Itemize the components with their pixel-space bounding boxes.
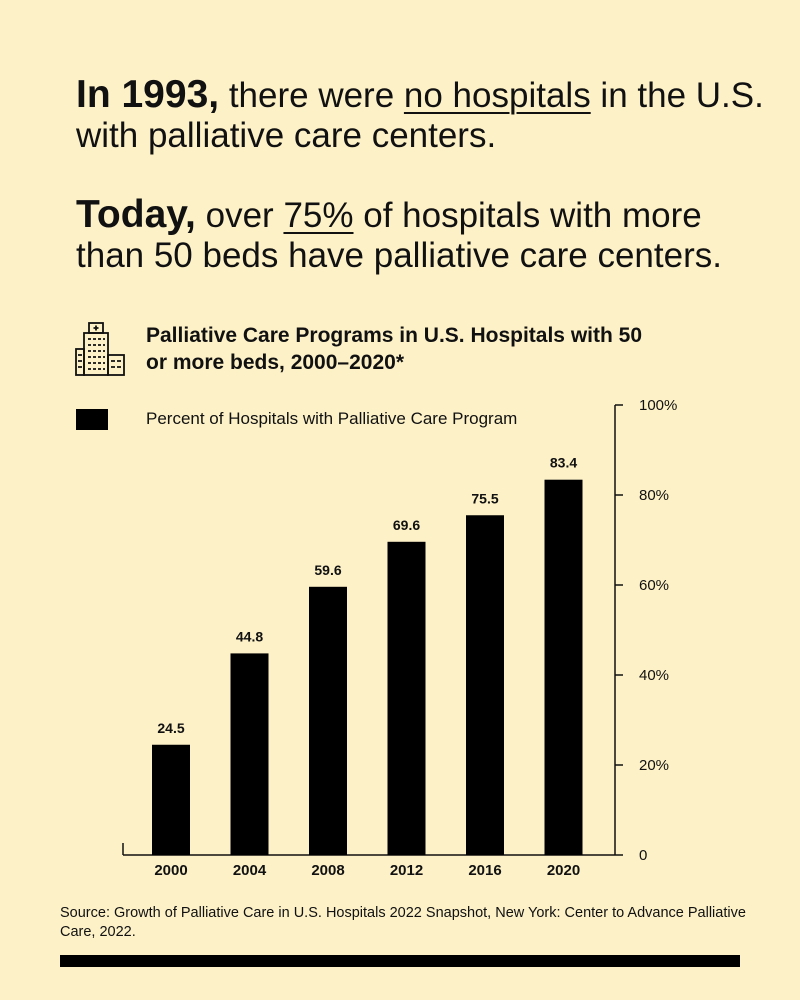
headline-today-text-before: over xyxy=(195,196,284,235)
data-label-2000: 24.5 xyxy=(157,720,184,736)
hospital-building-icon xyxy=(75,322,125,376)
y-tick-label-60: 60% xyxy=(639,577,669,594)
legend-label: Percent of Hospitals with Palliative Car… xyxy=(146,409,518,428)
x-tick-label-2012: 2012 xyxy=(390,862,423,879)
x-tick-label-2008: 2008 xyxy=(311,862,344,879)
y-tick-label-40: 40% xyxy=(639,667,669,684)
headline-1993-lead: In 1993, xyxy=(76,73,220,116)
headline-today-emphasis: 75% xyxy=(283,196,354,235)
data-label-2008: 59.6 xyxy=(314,562,341,578)
headline-1993: In 1993, there were no hospitals in the … xyxy=(76,75,776,156)
y-tick-label-80: 80% xyxy=(639,487,669,504)
bar-2008 xyxy=(309,586,347,855)
x-tick-label-2016: 2016 xyxy=(468,862,501,879)
headline-1993-text-before: there were xyxy=(219,76,404,115)
data-label-2012: 69.6 xyxy=(393,517,420,533)
x-tick-label-2000: 2000 xyxy=(154,862,187,879)
chart-title: Palliative Care Programs in U.S. Hospita… xyxy=(146,324,643,374)
x-tick-label-2020: 2020 xyxy=(547,862,580,879)
headline-1993-text-after: in the U.S. with palliative care centers… xyxy=(76,76,764,155)
y-tick-label-100: 100% xyxy=(639,397,677,414)
data-label-2020: 83.4 xyxy=(550,455,577,471)
bar-2004 xyxy=(230,653,269,855)
legend-swatch xyxy=(76,409,108,430)
bar-2012 xyxy=(387,541,426,855)
bottom-rule xyxy=(60,955,740,967)
data-label-2016: 75.5 xyxy=(471,490,498,506)
bar-2020 xyxy=(544,479,583,855)
headline-today-text-after: of hospitals with more than 50 beds have… xyxy=(76,196,722,275)
x-tick-label-2004: 2004 xyxy=(233,862,267,879)
data-label-2004: 44.8 xyxy=(236,628,263,644)
headline-today: Today, over 75% of hospitals with more t… xyxy=(76,195,776,276)
headline-1993-emphasis: no hospitals xyxy=(403,76,591,115)
source-note: Source: Growth of Palliative Care in U.S… xyxy=(60,905,746,940)
bar-2000 xyxy=(152,744,190,855)
y-tick-label-0: 0 xyxy=(639,847,647,864)
bar-2016 xyxy=(466,515,504,855)
y-tick-label-20: 20% xyxy=(639,757,669,774)
headline-today-lead: Today, xyxy=(76,193,196,236)
